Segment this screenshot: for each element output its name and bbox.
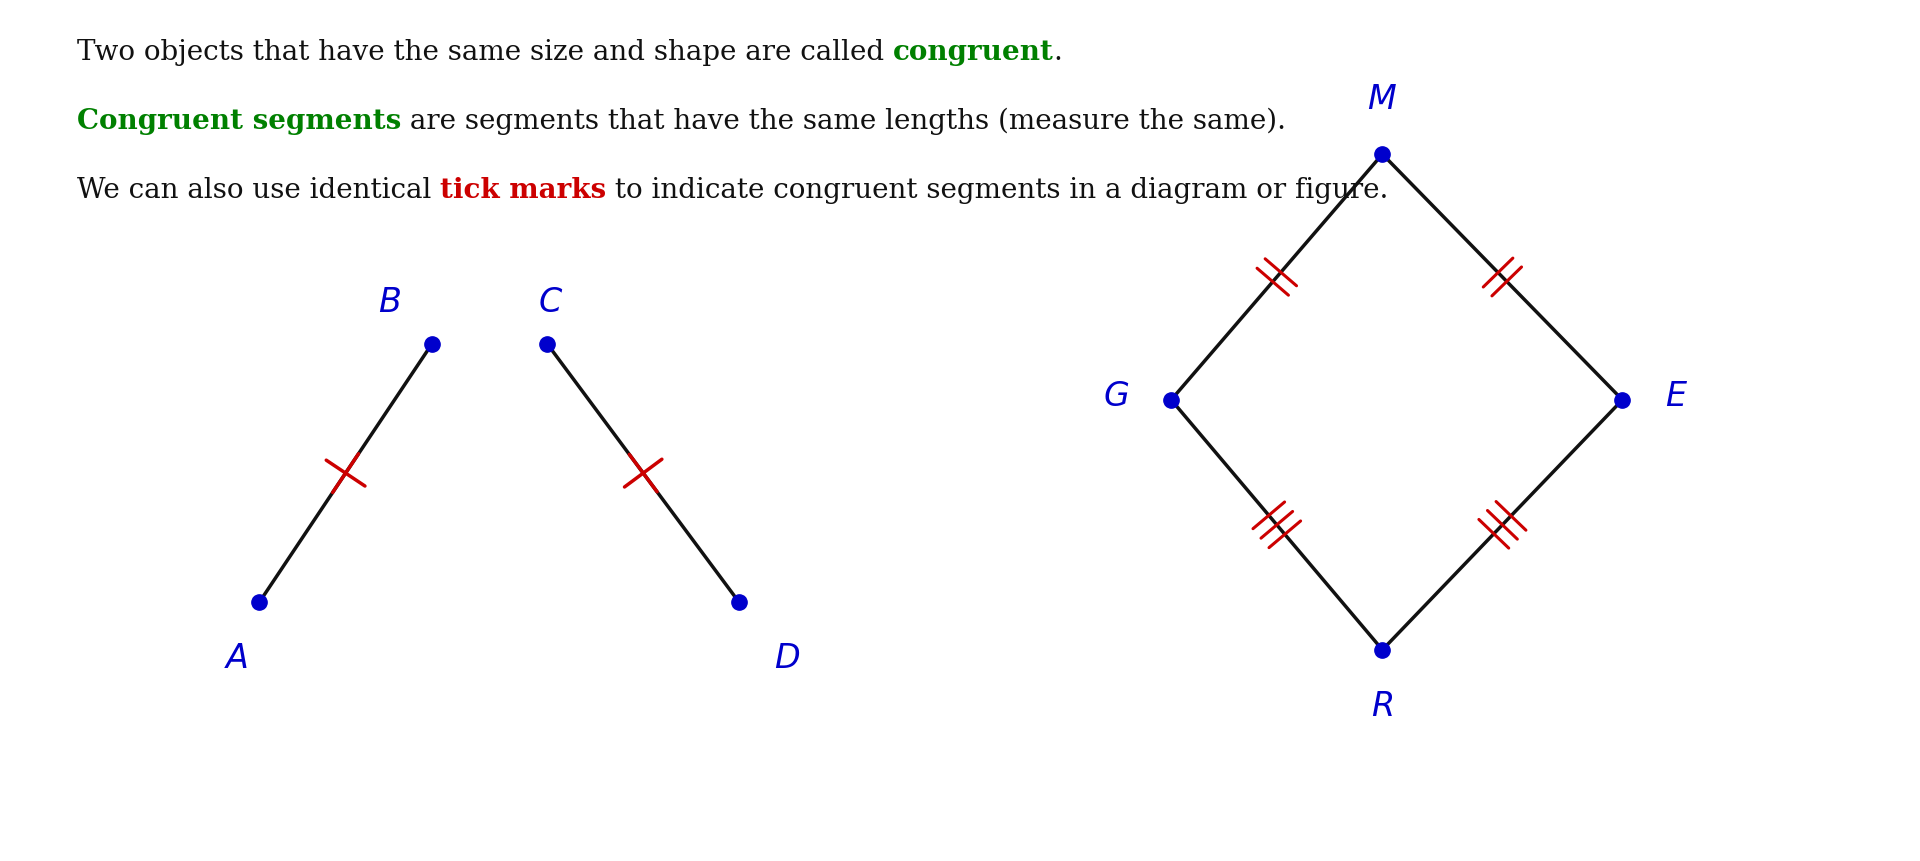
Text: $G$: $G$ [1102, 380, 1129, 412]
Text: $C$: $C$ [538, 286, 563, 319]
Text: $D$: $D$ [774, 641, 801, 674]
Text: are segments that have the same lengths (measure the same).: are segments that have the same lengths … [401, 108, 1286, 135]
Text: $M$: $M$ [1367, 84, 1398, 116]
Text: Two objects that have the same size and shape are called: Two objects that have the same size and … [77, 39, 893, 65]
Text: $R$: $R$ [1371, 689, 1394, 722]
Text: congruent: congruent [893, 39, 1054, 65]
Text: $B$: $B$ [378, 286, 401, 319]
Text: $E$: $E$ [1665, 380, 1688, 412]
Text: to indicate congruent segments in a diagram or figure.: to indicate congruent segments in a diag… [607, 177, 1388, 203]
Text: tick marks: tick marks [440, 177, 607, 203]
Text: $A$: $A$ [225, 641, 248, 674]
Text: .: . [1054, 39, 1062, 65]
Text: We can also use identical: We can also use identical [77, 177, 440, 203]
Text: Congruent segments: Congruent segments [77, 108, 401, 134]
